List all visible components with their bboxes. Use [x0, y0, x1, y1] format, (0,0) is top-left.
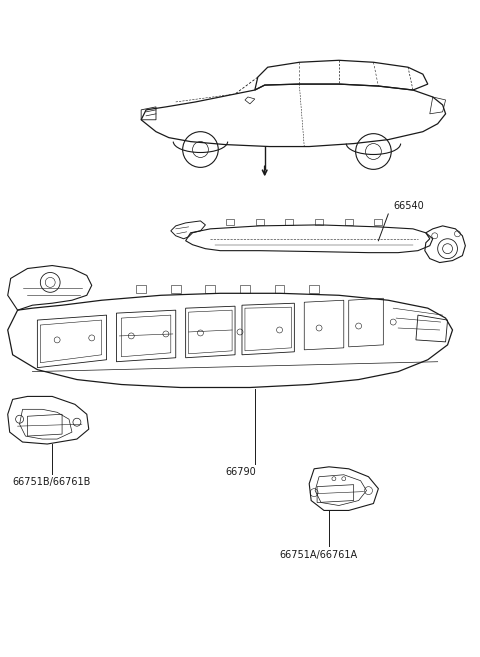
Text: 66790: 66790	[225, 467, 256, 477]
Text: 66540: 66540	[393, 201, 424, 211]
Text: 66751A/66761A: 66751A/66761A	[279, 550, 358, 560]
Text: 66751B/66761B: 66751B/66761B	[12, 477, 91, 487]
